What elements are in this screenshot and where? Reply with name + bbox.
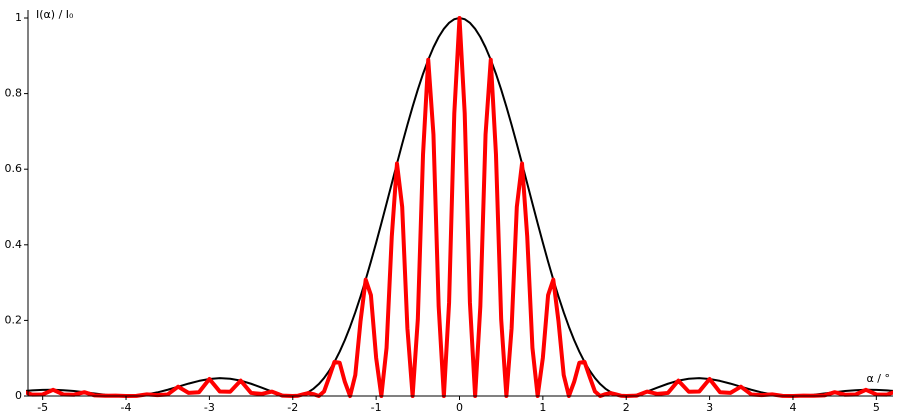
x-tick-label: -4 xyxy=(121,401,132,414)
y-tick-label: 0.4 xyxy=(5,238,23,251)
x-tick-label: -1 xyxy=(371,401,382,414)
y-tick-label: 0.6 xyxy=(5,162,23,175)
y-tick-label: 0.2 xyxy=(5,313,23,326)
x-tick-label: 4 xyxy=(789,401,796,414)
y-tick-label: 0 xyxy=(15,389,22,402)
y-axis-label: I(α) / I₀ xyxy=(36,8,74,21)
plot-area xyxy=(26,16,893,398)
x-tick-label: -5 xyxy=(37,401,48,414)
x-tick-label: 0 xyxy=(456,401,463,414)
series-line xyxy=(26,17,893,397)
x-tick-label: 1 xyxy=(539,401,546,414)
x-tick-label: -2 xyxy=(287,401,298,414)
x-tick-label: 2 xyxy=(623,401,630,414)
x-tick-label: 3 xyxy=(706,401,713,414)
x-tick-label: -3 xyxy=(204,401,215,414)
y-tick-label: 0.8 xyxy=(5,87,23,100)
series-line xyxy=(26,16,893,398)
x-tick-label: 5 xyxy=(873,401,880,414)
y-tick-label: 1 xyxy=(15,11,22,24)
x-axis-label: α / ° xyxy=(867,372,890,385)
